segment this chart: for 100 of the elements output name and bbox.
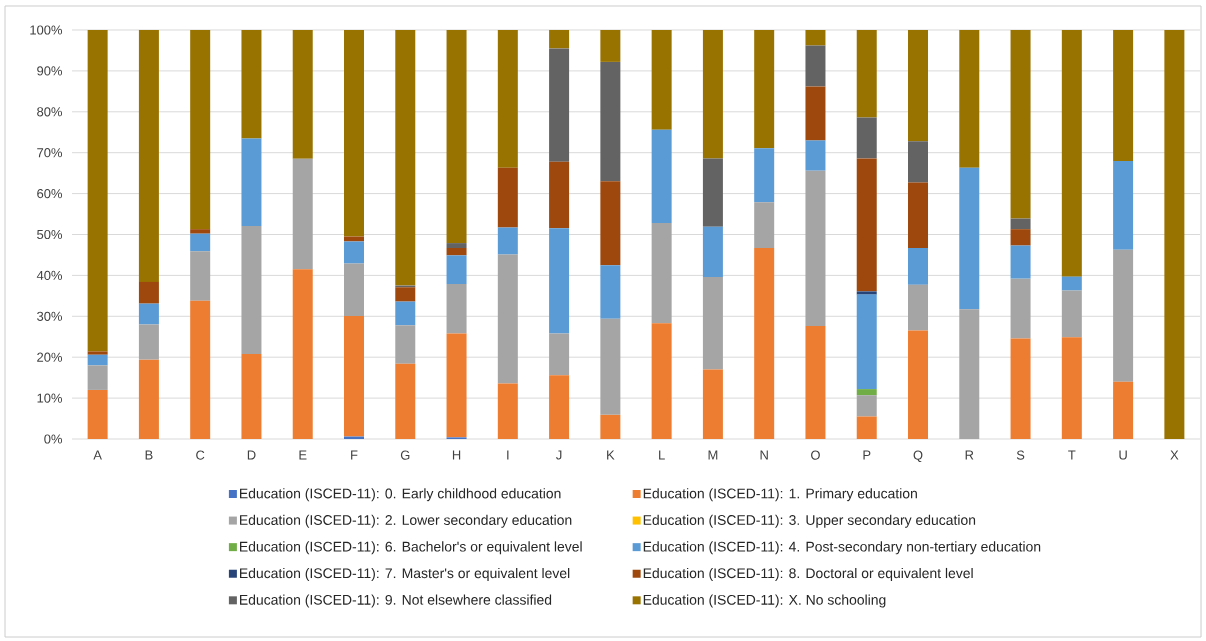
- y-tick-label: 10%: [37, 393, 63, 403]
- bar: [87, 351, 108, 355]
- bar: [908, 182, 929, 248]
- legend-label: Education (ISCED-11): 1. Primary education: [643, 488, 917, 502]
- bar: [856, 291, 877, 295]
- x-tick-label: D: [247, 450, 256, 460]
- bar: [549, 333, 570, 376]
- bar: [446, 283, 467, 334]
- y-tick-label: 50%: [37, 229, 63, 240]
- bar: [292, 158, 313, 270]
- bar: [87, 389, 108, 439]
- x-tick-label: E: [299, 450, 307, 460]
- bar: [959, 167, 980, 310]
- bar: [1113, 381, 1134, 439]
- bar: [292, 269, 313, 439]
- bar: [344, 30, 364, 237]
- y-tick-label: 60%: [37, 189, 63, 199]
- bar: [702, 277, 723, 370]
- legend-label: Education (ISCED-11): 4. Post-secondary non-tertiary education: [643, 541, 1041, 555]
- bar: [549, 375, 570, 439]
- bar: [805, 326, 826, 439]
- bar: [856, 416, 877, 439]
- y-tick-label: 0%: [44, 434, 63, 444]
- bar: [190, 233, 211, 252]
- bar: [805, 140, 826, 171]
- bar: [549, 228, 570, 334]
- y-tick-label: 100%: [30, 25, 63, 35]
- bar: [446, 333, 467, 438]
- x-tick-label: A: [93, 450, 102, 460]
- bar: [190, 30, 211, 230]
- bar: [908, 330, 929, 439]
- bar: [241, 30, 262, 139]
- bar: [138, 324, 159, 360]
- bar: [1010, 245, 1031, 279]
- legend-label: Education (ISCED-11): 0. Early childhood education: [240, 488, 561, 502]
- bar: [600, 181, 621, 266]
- bar: [805, 30, 826, 46]
- legend-label: Education (ISCED-11): 7. Master's or equivalent level: [240, 567, 570, 581]
- bar: [1010, 30, 1031, 219]
- bar: [600, 30, 621, 62]
- bar: [600, 265, 621, 319]
- bar: [805, 86, 826, 141]
- bar: [651, 323, 672, 439]
- bar: [549, 30, 570, 49]
- bar: [241, 353, 262, 439]
- bar: [702, 158, 723, 227]
- bar: [138, 281, 159, 304]
- x-tick-label: G: [400, 450, 410, 460]
- bar: [856, 294, 877, 390]
- bar: [856, 395, 877, 417]
- x-tick-label: R: [965, 450, 974, 460]
- bar: [87, 354, 108, 366]
- bar: [651, 129, 672, 224]
- bar: [446, 255, 467, 284]
- bar: [1010, 338, 1031, 439]
- x-tick-label: S: [1016, 450, 1025, 460]
- bar: [754, 202, 775, 248]
- bar: [497, 383, 518, 439]
- bar: [1010, 229, 1031, 246]
- bar: [1061, 290, 1082, 338]
- bar: [497, 167, 518, 228]
- bar: [549, 48, 570, 162]
- bar: [138, 30, 159, 282]
- bar: [1061, 30, 1082, 277]
- y-tick-label: 90%: [37, 66, 63, 76]
- x-tick-label: M: [708, 450, 718, 460]
- x-tick-label: N: [760, 450, 768, 460]
- bar: [395, 363, 416, 439]
- legend-label: Education (ISCED-11): 2. Lower secondary education: [240, 514, 572, 528]
- bar: [344, 241, 364, 264]
- bar: [754, 247, 775, 439]
- bar: [344, 315, 364, 437]
- bar: [138, 303, 159, 325]
- bar: [702, 226, 723, 278]
- x-tick-label: L: [659, 450, 665, 460]
- bar: [805, 170, 826, 327]
- bar: [497, 227, 518, 255]
- x-tick-label: B: [145, 450, 153, 460]
- bar: [446, 243, 467, 248]
- y-tick-label: 40%: [36, 270, 63, 280]
- bar: [908, 284, 929, 331]
- x-tick-label: K: [607, 450, 615, 460]
- bar: [1010, 218, 1031, 230]
- y-tick-label: 80%: [37, 107, 63, 117]
- bar: [1061, 337, 1082, 439]
- y-tick-label: 70%: [37, 148, 63, 158]
- x-tick-label: I: [507, 450, 509, 460]
- legend-label: Education (ISCED-11): 9. Not elsewhere classified: [240, 594, 552, 608]
- bar: [395, 30, 416, 286]
- x-tick-label: O: [811, 450, 820, 460]
- bar: [497, 30, 518, 168]
- bar: [549, 161, 570, 229]
- x-tick-label: U: [1119, 450, 1127, 460]
- bar: [292, 30, 313, 159]
- bar: [1113, 249, 1134, 382]
- bar: [138, 359, 159, 439]
- bar: [446, 247, 467, 256]
- bar: [805, 45, 826, 87]
- bar: [702, 30, 723, 159]
- bar: [190, 251, 211, 301]
